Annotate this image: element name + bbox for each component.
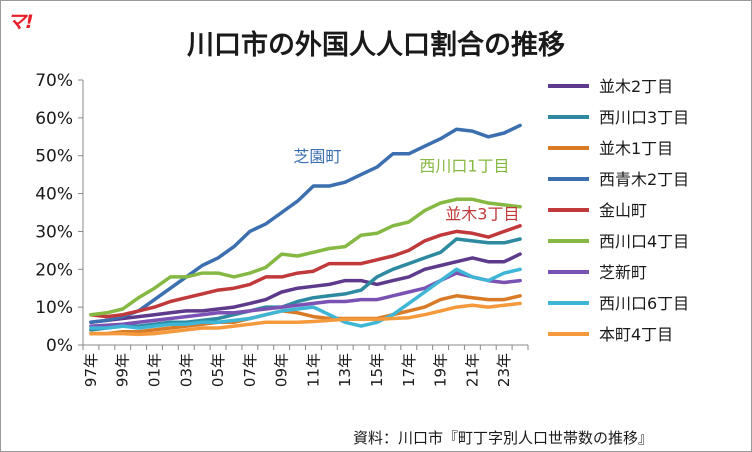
annotation-label: 並木3丁目 — [445, 204, 519, 223]
x-tick-label: 11年 — [304, 353, 322, 387]
y-tick-label: 0% — [46, 336, 73, 356]
annotation-label: 芝園町 — [293, 147, 341, 166]
legend-label: 西川口4丁目 — [599, 232, 689, 251]
x-tick-label: 23年 — [495, 353, 513, 387]
x-tick-label: 97年 — [82, 353, 100, 387]
legend-label: 並木2丁目 — [599, 77, 673, 96]
x-tick-label: 21年 — [463, 353, 481, 387]
y-tick-label: 40% — [35, 185, 73, 205]
x-tick-label: 05年 — [209, 353, 227, 387]
series-line — [89, 123, 522, 325]
y-tick-label: 30% — [35, 222, 73, 242]
x-tick-label: 99年 — [114, 353, 132, 387]
x-tick-label: 17年 — [400, 353, 418, 387]
series-lines — [89, 123, 522, 337]
legend-label: 西川口3丁目 — [599, 108, 689, 127]
series-line — [89, 301, 522, 337]
series-line — [89, 294, 522, 336]
y-tick-label: 10% — [35, 298, 73, 318]
y-tick-label: 20% — [35, 260, 73, 280]
series-line — [89, 197, 522, 317]
series-line — [89, 267, 522, 330]
y-tick-label: 70% — [35, 71, 73, 91]
legend-label: 金山町 — [599, 201, 647, 220]
series-line — [89, 252, 522, 325]
y-tick-label: 50% — [35, 147, 73, 167]
x-tick-label: 01年 — [146, 353, 164, 387]
x-tick-label: 03年 — [177, 353, 195, 387]
legend: 並木2丁目西川口3丁目並木1丁目西青木2丁目金山町西川口4丁目芝新町西川口6丁目… — [548, 77, 689, 344]
site-logo: マ! — [7, 11, 34, 33]
legend-label: 本町4丁目 — [599, 325, 673, 344]
x-tick-label: 13年 — [336, 353, 354, 387]
series-line — [89, 237, 522, 332]
x-tick-label: 19年 — [432, 353, 450, 387]
legend-label: 西青木2丁目 — [599, 170, 689, 189]
legend-label: 並木1丁目 — [599, 139, 673, 158]
series-line — [89, 224, 522, 319]
x-axis: 97年 99年 01年 03年 05年 07年 09年 11年 13年 15年 17年 19年 21年 2… — [82, 344, 529, 387]
y-axis: 0% 10% 20% 30% 40% 50% 60% 70% — [35, 71, 84, 356]
y-tick-label: 60% — [35, 109, 73, 129]
chart-title: 川口市の外国人人口割合の推移 — [187, 30, 565, 61]
legend-label: 西川口6丁目 — [599, 294, 689, 313]
source-note: 資料：川口市『町丁字別人口世帯数の推移』 — [353, 429, 654, 447]
legend-label: 芝新町 — [599, 263, 647, 282]
annotation-label: 西川口1丁目 — [419, 156, 509, 175]
x-tick-label: 07年 — [241, 353, 259, 387]
x-tick-label: 15年 — [368, 353, 386, 387]
x-tick-label: 09年 — [273, 353, 291, 387]
